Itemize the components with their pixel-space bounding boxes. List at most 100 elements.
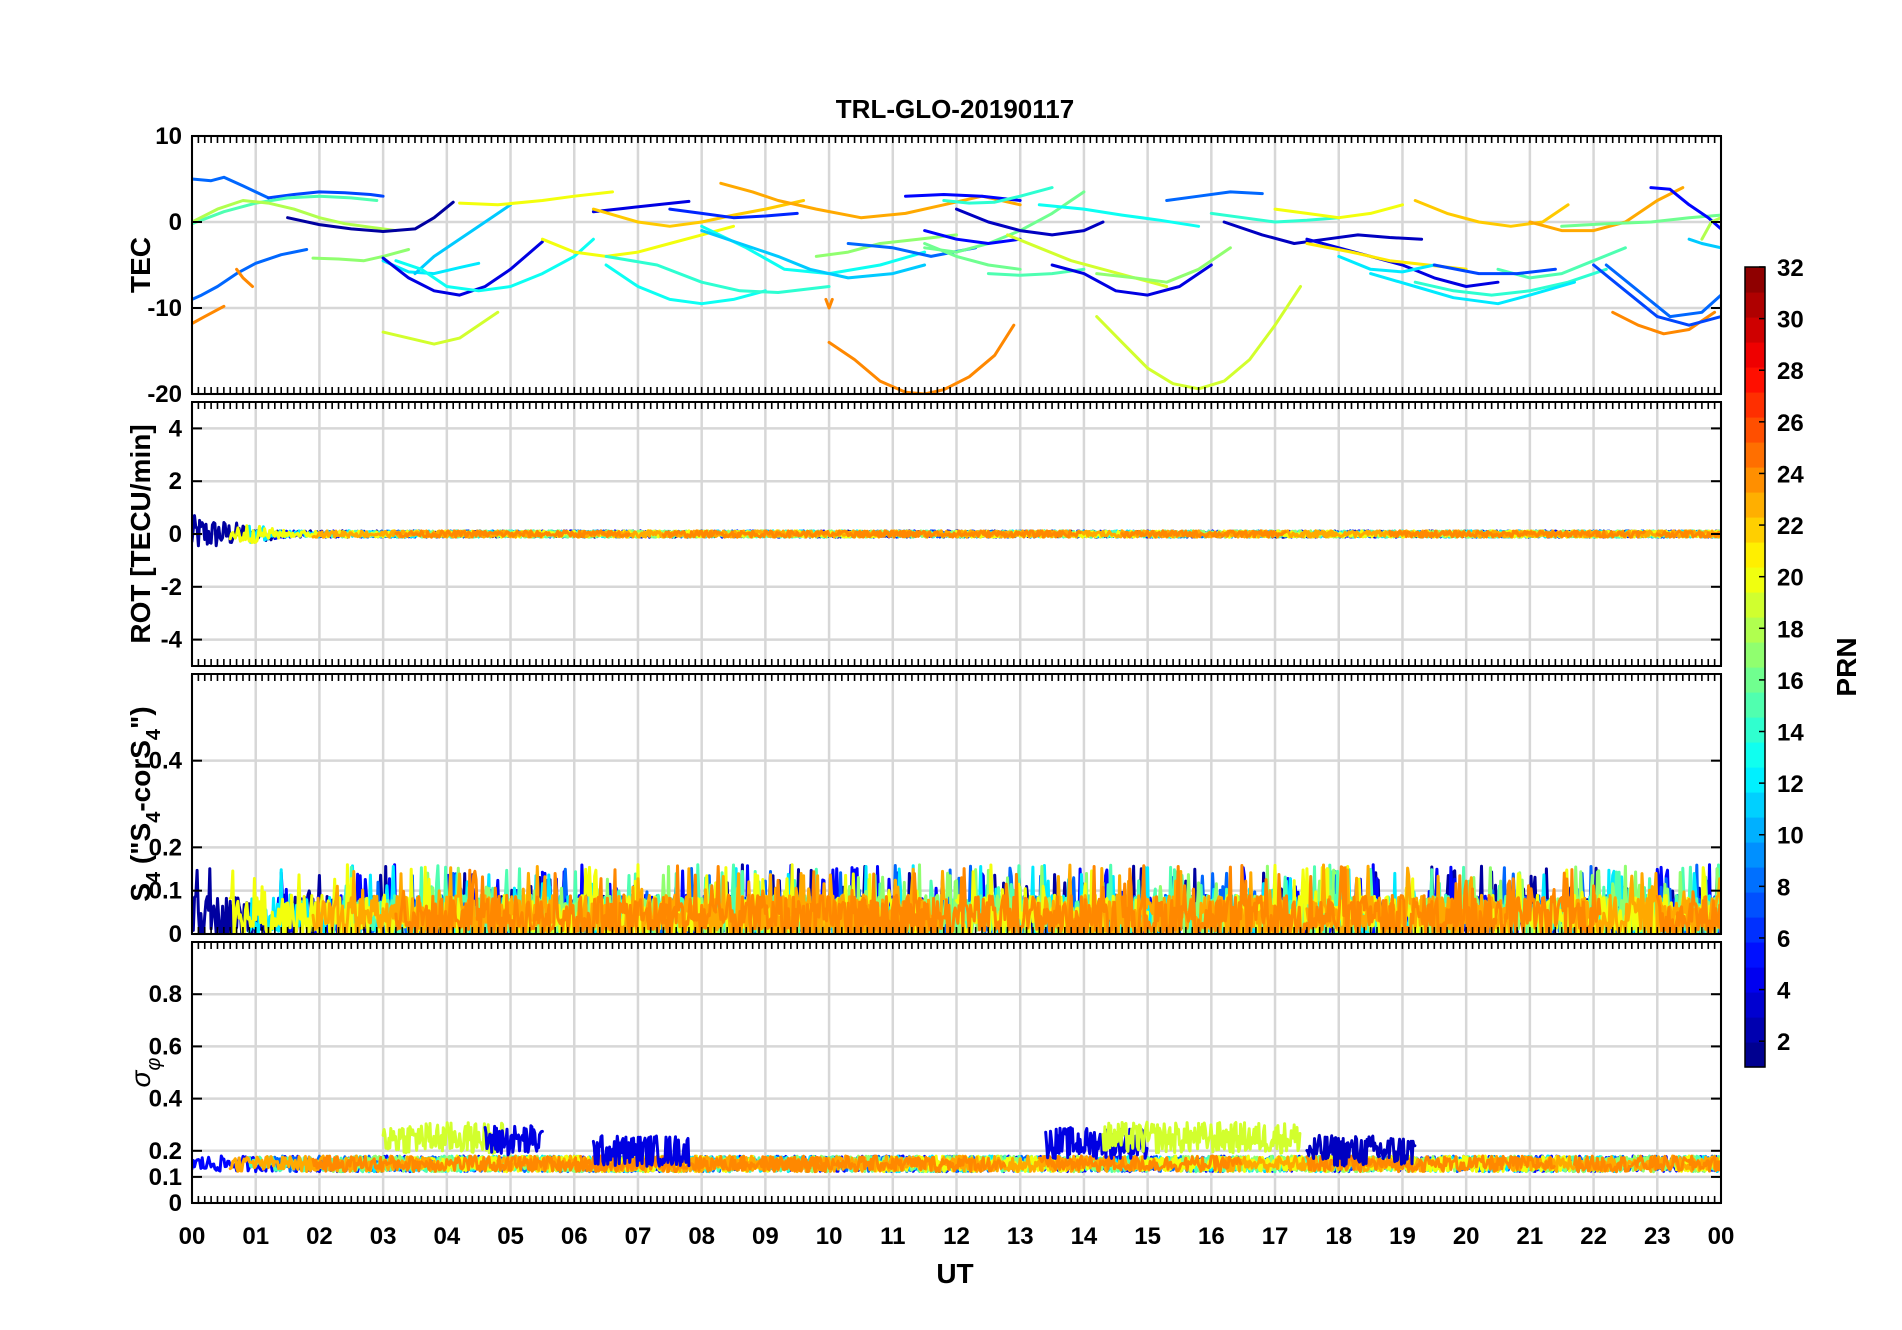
tec-trace-prn-12 — [381, 259, 481, 276]
x-tick-label: 18 — [1325, 1223, 1352, 1250]
colorbar-band — [1745, 517, 1765, 543]
s4-trace-prn-24 — [1388, 868, 1602, 934]
tec-trace-prn-13 — [700, 224, 927, 276]
colorbar-band — [1745, 542, 1765, 568]
rot-trace-prn-24 — [1120, 529, 1287, 539]
colorbar-band — [1745, 1042, 1765, 1068]
ticks-s4 — [191, 674, 1722, 935]
tec-trace-prn-7 — [1592, 263, 1721, 327]
y-tick-label: 10 — [155, 123, 182, 150]
tec-trace-prn-19 — [381, 310, 500, 346]
tec-trace-prn-23 — [719, 181, 1022, 220]
tec-trace-prn-11 — [700, 229, 927, 280]
tec-trace-prn-15 — [192, 194, 379, 226]
y-tick-label: 0 — [169, 1190, 182, 1217]
y-tick-label: 0.2 — [149, 834, 182, 861]
colorbar-band — [1745, 892, 1765, 918]
colorbar-band — [1745, 492, 1765, 518]
y-axis-label-s4: S4 ("S4-corS4") — [125, 706, 165, 901]
y-label-part: -corS — [125, 740, 156, 812]
x-tick-label: 15 — [1134, 1223, 1161, 1250]
chart-title: TRL-GLO-20190117 — [836, 94, 1074, 124]
x-tick-label: 11 — [880, 1223, 905, 1250]
x-tick-label: 20 — [1453, 1223, 1480, 1250]
tec-trace-prn-15 — [1496, 246, 1627, 280]
colorbar-tick-label: 2 — [1777, 1029, 1790, 1056]
y-tick-label: -4 — [161, 627, 183, 654]
colorbar-band — [1745, 767, 1765, 793]
x-axis-label: UT — [936, 1258, 973, 1289]
tec-trace-prn-12 — [1337, 254, 1436, 274]
tec-trace-prn-18 — [192, 199, 398, 233]
y-label-part: φ — [143, 1058, 165, 1071]
tec-trace-prn-3 — [955, 207, 1105, 237]
ticks-sigphi — [191, 942, 1722, 1204]
colorbar-tick-label: 32 — [1777, 255, 1804, 282]
x-tick-label: 06 — [561, 1223, 588, 1250]
x-tick-label: 04 — [433, 1223, 460, 1250]
tec-trace-prn-4 — [1050, 263, 1213, 297]
colorbar-band — [1745, 292, 1765, 318]
tec-trace-prn-12 — [1369, 272, 1576, 306]
x-tick-label: 14 — [1071, 1223, 1098, 1250]
x-tick-label: 10 — [816, 1223, 843, 1250]
colorbar-band — [1745, 717, 1765, 743]
colorbar-tick-label: 6 — [1777, 926, 1790, 953]
x-tick-label: 19 — [1389, 1223, 1416, 1250]
tec-trace-prn-14 — [1209, 211, 1341, 224]
colorbar-band — [1745, 817, 1765, 843]
tec-trace-prn-7 — [1432, 263, 1557, 276]
y-label-part: σ — [125, 1069, 156, 1087]
x-tick-label: 09 — [752, 1223, 779, 1250]
colorbar-band — [1745, 567, 1765, 593]
tec-trace-prn-24 — [827, 323, 1016, 394]
tec-trace-prn-7 — [266, 190, 385, 200]
colorbar-band — [1745, 842, 1765, 868]
tec-trace-prn-17 — [814, 233, 958, 258]
tec-trace-prn-20 — [540, 224, 735, 258]
y-tick-label: -20 — [147, 381, 182, 408]
colorbar-band — [1745, 967, 1765, 993]
colorbar-tick-label: 20 — [1777, 565, 1804, 592]
x-tick-label: 00 — [1708, 1223, 1735, 1250]
colorbar: 32 30 28 26 24 22 20 18 16 14 12 10 8 6 4 2 PRN — [1744, 255, 1862, 1068]
x-tick-label: 17 — [1262, 1223, 1289, 1250]
ticks-tec — [191, 135, 1722, 395]
colorbar-tick-label: 16 — [1777, 668, 1804, 695]
y-tick-label: 4 — [169, 415, 183, 442]
tec-trace-prn-13 — [394, 237, 595, 293]
y-tick-label: 0.1 — [149, 1164, 182, 1191]
tec-trace-prn-13 — [1037, 203, 1201, 228]
y-tick-label: 0 — [169, 521, 182, 548]
colorbar-tick-label: 4 — [1777, 978, 1791, 1005]
colorbar-band — [1745, 1017, 1765, 1043]
colorbar-band — [1745, 417, 1765, 443]
colorbar-tick-label: 14 — [1777, 720, 1804, 747]
tec-trace-prn-24 — [824, 297, 834, 310]
colorbar-band — [1745, 867, 1765, 893]
colorbar-tick-label: 26 — [1777, 410, 1804, 437]
tec-trace-prn-11 — [413, 203, 512, 276]
y-tick-label: 2 — [169, 468, 182, 495]
s4-trace-prn-24 — [1655, 890, 1721, 934]
y-label-part: S — [125, 883, 156, 902]
sigphi-burst-prn-4 — [591, 1134, 691, 1168]
colorbar-tick-label: 28 — [1777, 358, 1804, 385]
tec-trace-prn-13 — [604, 263, 767, 306]
tec-trace-prn-8 — [192, 175, 270, 200]
y-tick-label: 0.1 — [149, 878, 182, 905]
x-tick-label: 08 — [688, 1223, 715, 1250]
y-tick-label: -10 — [147, 295, 182, 322]
y-label-part: 4 — [143, 871, 165, 883]
tec-trace-prn-24 — [192, 304, 226, 325]
colorbar-band — [1745, 367, 1765, 393]
y-axis-label-rot: ROT [TECU/min] — [125, 424, 156, 643]
tec-trace-prn-16 — [1560, 213, 1721, 228]
x-axis: UT 00 01 02 03 04 05 06 07 08 09 10 11 12 13 14 15 16 17 1… — [179, 1223, 1735, 1289]
colorbar-band — [1745, 917, 1765, 943]
tec-trace-prn-14 — [1413, 267, 1608, 297]
panel-tec: 10 0 -10 -20 TEC — [125, 123, 1723, 408]
tec-trace-prn-14 — [604, 254, 831, 294]
